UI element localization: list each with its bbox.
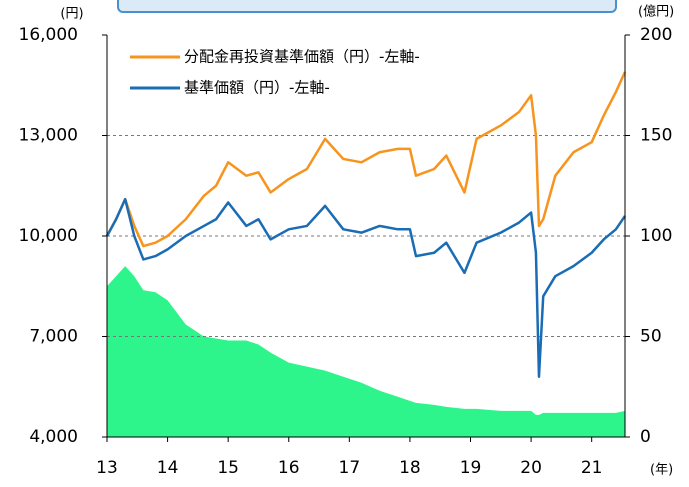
y2-unit: (億円) — [638, 4, 674, 20]
x-tick-label: 20 — [520, 458, 542, 478]
y-unit: (円) — [60, 7, 83, 22]
line — [105, 71, 627, 248]
x-tick-label: 15 — [217, 458, 239, 478]
y-tick-label: 16,000 — [19, 25, 78, 45]
x-tick-label: 17 — [339, 458, 361, 478]
legend-label: 分配金再投資基準価額（円）-左軸- — [184, 48, 420, 66]
y-tick-label: 10,000 — [19, 226, 78, 246]
x-tick-label: 21 — [581, 458, 603, 478]
y2-tick-label: 200 — [640, 25, 672, 45]
y-tick-label: 7,000 — [29, 327, 78, 347]
x-tick-label: 18 — [399, 458, 421, 478]
y2-tick-label: 100 — [640, 226, 672, 246]
x-tick-label: 19 — [460, 458, 482, 478]
x-tick-label: 13 — [96, 458, 118, 478]
y-tick-label: 4,000 — [29, 427, 78, 447]
area — [107, 266, 625, 437]
y-tick-label: 13,000 — [19, 126, 78, 146]
x-tick-label: 16 — [278, 458, 300, 478]
banner — [117, 0, 617, 13]
x-unit: (年) — [650, 463, 673, 478]
y2-tick-label: 50 — [640, 327, 662, 347]
legend-label: 基準価額（円）-左軸- — [184, 79, 330, 97]
line — [105, 197, 627, 378]
y2-tick-label: 150 — [640, 126, 672, 146]
y2-tick-label: 0 — [640, 427, 651, 447]
x-tick-label: 14 — [157, 458, 179, 478]
